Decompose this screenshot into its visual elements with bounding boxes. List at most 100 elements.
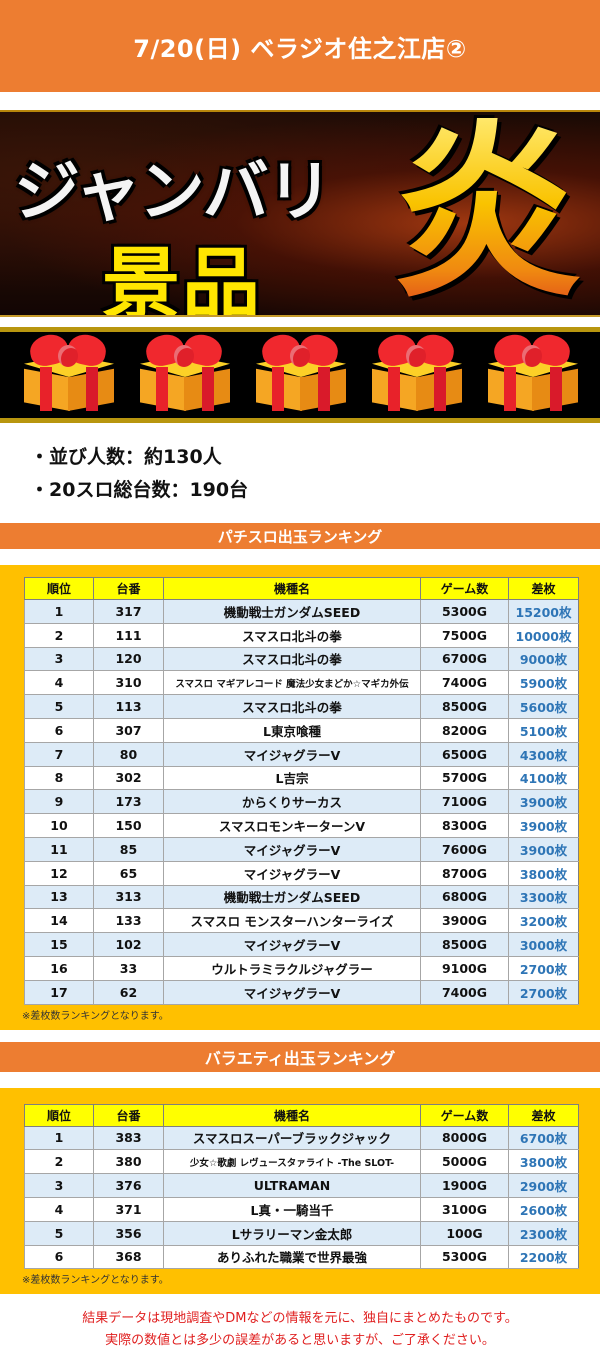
coin-diff-cell: 10000枚 <box>508 623 579 648</box>
model-name-cell: マイジャグラーV <box>163 932 421 957</box>
page-title-bar: 7/20(日) ベラジオ住之江店② <box>0 0 600 92</box>
model-name-cell: マイジャグラーV <box>163 742 421 767</box>
column-header: 台番 <box>93 1104 164 1127</box>
rank-cell: 1 <box>24 599 94 624</box>
machine-number-cell: 85 <box>93 837 164 862</box>
machine-number-cell: 383 <box>93 1126 164 1151</box>
queue-count: ・並び人数：約130人 <box>30 446 222 468</box>
game-count-cell: 8000G <box>420 1126 509 1151</box>
table-row: 7 80 マイジャグラーV 6500G 4300枚 <box>24 742 579 767</box>
game-count-cell: 7600G <box>420 837 509 862</box>
ranking-footnote: ※差枚数ランキングとなります。 <box>22 1010 169 1022</box>
game-count-cell: 7500G <box>420 623 509 648</box>
model-name-cell: スマスロ マギアレコード 魔法少女まどか☆マギカ外伝 <box>163 670 421 696</box>
model-name-cell: スマスロ モンスターハンターライズ <box>163 908 421 934</box>
table-row: 3 120 スマスロ北斗の拳 6700G 9000枚 <box>24 647 579 672</box>
rank-cell: 7 <box>24 742 94 767</box>
model-name-cell: マイジャグラーV <box>163 861 421 886</box>
variety-ranking-header: バラエティ出玉ランキング <box>0 1041 600 1072</box>
game-count-cell: 100G <box>420 1221 509 1246</box>
event-banner: ジャンバリ 景品 炎 <box>0 110 600 317</box>
table-row: 14 133 スマスロ モンスターハンターライズ 3900G 3200枚 <box>24 908 579 934</box>
variety-ranking-table: 順位 台番 機種名 ゲーム数 差枚 1 383 スマスロスーパーブラックジャック 8000G 6… <box>24 1103 579 1270</box>
game-count-cell: 5300G <box>420 1245 509 1270</box>
rank-cell: 15 <box>24 932 94 957</box>
model-name-cell: L真・一騎当千 <box>163 1197 421 1222</box>
column-header: 機種名 <box>163 577 421 600</box>
rank-cell: 3 <box>24 1173 94 1198</box>
coin-diff-cell: 5900枚 <box>508 670 579 696</box>
coin-diff-cell: 3800枚 <box>508 861 579 886</box>
game-count-cell: 6800G <box>420 885 509 910</box>
game-count-cell: 7400G <box>420 980 509 1005</box>
coin-diff-cell: 4300枚 <box>508 742 579 767</box>
disclaimer-line-1: 結果データは現地調査やDMなどの情報を元に、独自にまとめたものです。 <box>82 1311 518 1327</box>
game-count-cell: 7400G <box>420 670 509 696</box>
machine-number-cell: 173 <box>93 789 164 815</box>
table-row: 5 113 スマスロ北斗の拳 8500G 5600枚 <box>24 694 579 719</box>
model-name-cell: 機動戦士ガンダムSEED <box>163 599 421 624</box>
game-count-cell: 5000G <box>420 1149 509 1175</box>
model-name-cell: からくりサーカス <box>163 789 421 815</box>
column-header: 順位 <box>24 577 94 600</box>
gift-box-icon <box>20 331 116 417</box>
model-name-cell: Lサラリーマン金太郎 <box>163 1221 421 1246</box>
model-name-cell: L東京喰種 <box>163 718 421 743</box>
model-name-cell: 少女☆歌劇 レヴュースタァライト -The SLOT- <box>163 1149 421 1175</box>
model-name-cell: スマスロスーパーブラックジャック <box>163 1126 421 1151</box>
section-title: バラエティ出玉ランキング <box>204 1048 396 1068</box>
game-count-cell: 8500G <box>420 694 509 719</box>
column-header: ゲーム数 <box>420 1104 509 1127</box>
rank-cell: 11 <box>24 837 94 862</box>
model-name-cell: ULTRAMAN <box>163 1173 421 1198</box>
gift-box-icon <box>484 331 580 417</box>
rank-cell: 10 <box>24 813 94 838</box>
model-name-cell: L吉宗 <box>163 766 421 791</box>
gift-strip <box>0 327 600 423</box>
machine-number-cell: 102 <box>93 932 164 957</box>
rank-cell: 12 <box>24 861 94 886</box>
model-name-cell: スマスロ北斗の拳 <box>163 694 421 719</box>
coin-diff-cell: 2600枚 <box>508 1197 579 1222</box>
machine-number-cell: 150 <box>93 813 164 838</box>
rank-cell: 17 <box>24 980 94 1005</box>
column-header: 台番 <box>93 577 164 600</box>
coin-diff-cell: 2700枚 <box>508 956 579 981</box>
coin-diff-cell: 6700枚 <box>508 1126 579 1151</box>
rank-cell: 16 <box>24 956 94 981</box>
pachislot-ranking-panel: 順位 台番 機種名 ゲーム数 差枚 1 317 機動戦士ガンダムSEED 5300G 15200… <box>0 565 600 1030</box>
machine-number-cell: 376 <box>93 1173 164 1198</box>
model-name-cell: マイジャグラーV <box>163 980 421 1005</box>
ranking-footnote: ※差枚数ランキングとなります。 <box>22 1275 169 1287</box>
banner-flame-kanji: 炎 <box>391 110 582 317</box>
coin-diff-cell: 3000枚 <box>508 932 579 957</box>
machine-number-cell: 302 <box>93 766 164 791</box>
machine-number-cell: 380 <box>93 1149 164 1175</box>
column-header: 順位 <box>24 1104 94 1127</box>
coin-diff-cell: 2700枚 <box>508 980 579 1005</box>
machine-number-cell: 317 <box>93 599 164 624</box>
disclaimer-line-2: 実際の数値とは多少の誤差があると思いますが、ご了承ください。 <box>105 1333 495 1349</box>
table-row: 1 383 スマスロスーパーブラックジャック 8000G 6700枚 <box>24 1126 579 1151</box>
table-row: 13 313 機動戦士ガンダムSEED 6800G 3300枚 <box>24 885 579 910</box>
coin-diff-cell: 15200枚 <box>508 599 579 624</box>
machine-number-cell: 65 <box>93 861 164 886</box>
coin-diff-cell: 2300枚 <box>508 1221 579 1246</box>
machine-number-cell: 307 <box>93 718 164 743</box>
column-header: 差枚 <box>508 577 579 600</box>
table-row: 4 310 スマスロ マギアレコード 魔法少女まどか☆マギカ外伝 7400G 5900枚 <box>24 670 579 696</box>
machine-number-cell: 80 <box>93 742 164 767</box>
rank-cell: 5 <box>24 1221 94 1246</box>
coin-diff-cell: 3200枚 <box>508 908 579 934</box>
gift-box-icon <box>368 331 464 417</box>
coin-diff-cell: 2900枚 <box>508 1173 579 1198</box>
game-count-cell: 6700G <box>420 647 509 672</box>
game-count-cell: 8700G <box>420 861 509 886</box>
table-row: 6 307 L東京喰種 8200G 5100枚 <box>24 718 579 743</box>
machine-number-cell: 33 <box>93 956 164 981</box>
table-header-row: 順位 台番 機種名 ゲーム数 差枚 <box>24 1104 579 1127</box>
rank-cell: 5 <box>24 694 94 719</box>
game-count-cell: 8200G <box>420 718 509 743</box>
game-count-cell: 3100G <box>420 1197 509 1222</box>
machine-number-cell: 133 <box>93 908 164 934</box>
